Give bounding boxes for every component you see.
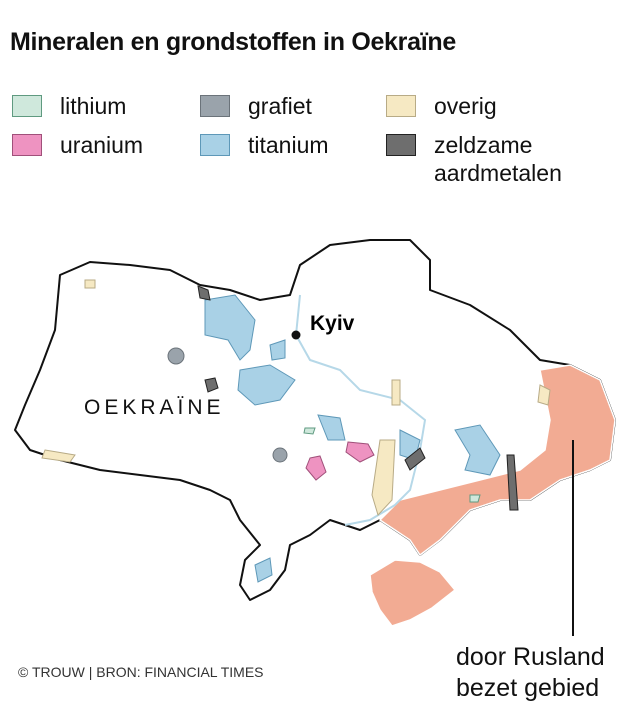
legend-titanium: titanium — [200, 131, 329, 159]
overig-swatch — [386, 95, 416, 117]
grafiet-swatch — [200, 95, 230, 117]
occupied-label-line1: door Rusland — [456, 643, 605, 671]
occupied-territory — [378, 364, 616, 557]
city-label-kyiv: Kyiv — [310, 312, 355, 335]
legend-label: zeldzame aardmetalen — [434, 132, 562, 186]
dnipro-river — [294, 294, 427, 526]
legend-label: overig — [434, 93, 497, 119]
legend-zeldzame-aardmetalen: zeldzame aardmetalen — [386, 131, 604, 187]
legend-label: titanium — [248, 132, 329, 158]
map-title: Mineralen en grondstoffen in Oekraïne — [10, 28, 456, 56]
legend-label: lithium — [60, 93, 127, 119]
ukraine-outline — [14, 239, 616, 601]
legend-uranium: uranium — [12, 131, 143, 159]
legend-overig: overig — [386, 92, 497, 120]
titanium-swatch — [200, 134, 230, 156]
kyiv-dot — [291, 330, 301, 340]
deposits — [41, 279, 551, 583]
zeldzame-swatch — [386, 134, 416, 156]
lithium-swatch — [12, 95, 42, 117]
legend-label: uranium — [60, 132, 144, 158]
legend-label: grafiet — [248, 93, 312, 119]
credit: © TROUW | BRON: FINANCIAL TIMES — [18, 664, 264, 680]
uranium-swatch — [12, 134, 42, 156]
legend-grafiet: grafiet — [200, 92, 312, 120]
legend-lithium: lithium — [12, 92, 126, 120]
crimea-occupied — [369, 559, 457, 627]
occupied-label-line2: bezet gebied — [456, 674, 600, 702]
occupied-label: door Rusland bezet gebied — [456, 642, 605, 704]
country-label: OEKRAÏNE — [84, 396, 225, 419]
